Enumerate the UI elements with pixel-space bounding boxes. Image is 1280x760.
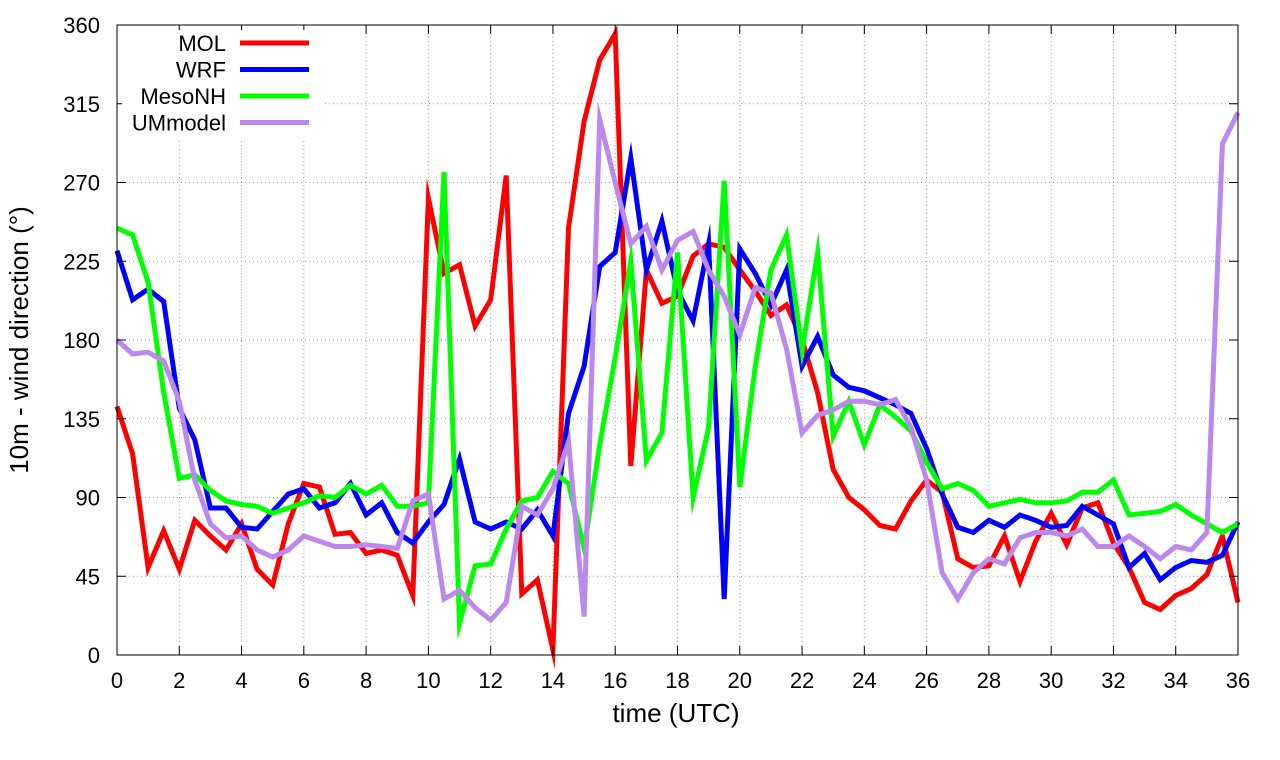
x-tick-label: 20 <box>728 668 752 693</box>
series-line-ummodel <box>115 101 1241 624</box>
x-tick-label: 0 <box>111 668 123 693</box>
y-tick-label: 135 <box>63 407 100 432</box>
y-tick-label: 90 <box>76 486 100 511</box>
x-tick-label: 12 <box>478 668 502 693</box>
legend-label-mesonh: MesoNH <box>140 84 226 109</box>
y-tick-label: 315 <box>63 92 100 117</box>
legend-label-ummodel: UMmodel <box>132 111 226 136</box>
x-tick-label: 22 <box>790 668 814 693</box>
x-tick-label: 6 <box>298 668 310 693</box>
x-tick-label: 32 <box>1101 668 1125 693</box>
axis-ticks: 0 2 4 6 8 10 12 14 16 18 20 22 24 26 28 30 32 34 360459013… <box>63 13 1250 693</box>
legend-label-wrf: WRF <box>176 58 226 83</box>
legend-label-mol: MOL <box>178 31 226 56</box>
x-tick-label: 30 <box>1039 668 1063 693</box>
y-tick-label: 180 <box>63 328 100 353</box>
x-tick-label: 26 <box>914 668 938 693</box>
series-line-mesonh <box>115 171 1240 641</box>
x-tick-label: 14 <box>541 668 565 693</box>
x-tick-label: 2 <box>173 668 185 693</box>
x-tick-label: 16 <box>603 668 627 693</box>
y-tick-label: 360 <box>63 13 100 38</box>
y-tick-label: 225 <box>63 249 100 274</box>
x-tick-label: 28 <box>977 668 1001 693</box>
x-tick-label: 18 <box>665 668 689 693</box>
x-tick-label: 36 <box>1226 668 1250 693</box>
x-axis-label: time (UTC) <box>612 698 739 728</box>
series-lines <box>114 25 1241 670</box>
x-tick-label: 8 <box>360 668 372 693</box>
x-tick-label: 24 <box>852 668 876 693</box>
y-tick-label: 45 <box>76 564 100 589</box>
y-axis-label: 10m - wind direction (°) <box>4 206 34 474</box>
y-tick-label: 0 <box>88 643 100 668</box>
x-tick-label: 34 <box>1163 668 1187 693</box>
x-tick-label: 4 <box>235 668 247 693</box>
x-tick-label: 10 <box>416 668 440 693</box>
grid-lines <box>117 25 1238 655</box>
y-tick-label: 270 <box>63 171 100 196</box>
